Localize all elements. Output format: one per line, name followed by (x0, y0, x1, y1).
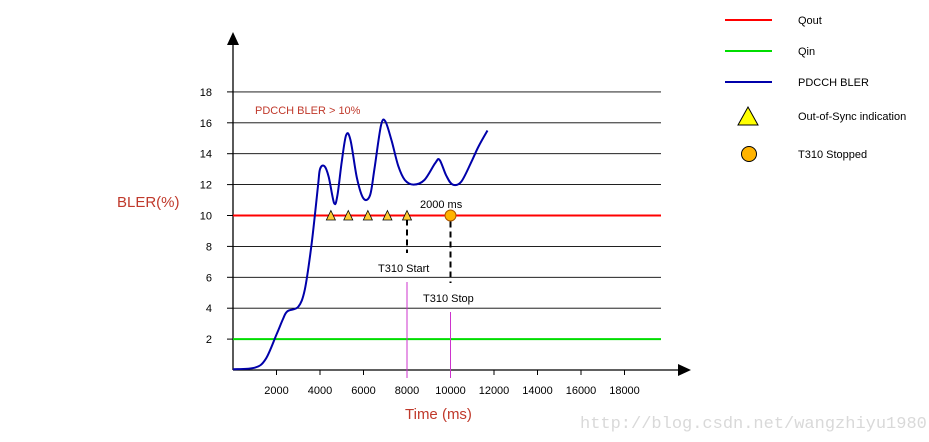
markers (325, 209, 457, 222)
x-tick-label-2000: 2000 (264, 385, 288, 397)
watermark: http://blog.csdn.net/wangzhiyu1980 (580, 415, 927, 434)
legend-label-qin: Qin (798, 46, 815, 58)
t310-stop-label: T310 Stop (423, 293, 474, 305)
y-tick-label-4: 4 (206, 303, 212, 315)
legend-label-out-of-sync-indication: Out-of-Sync indication (798, 111, 906, 123)
legend-label-t310-stopped: T310 Stopped (798, 149, 867, 161)
legend-label-pdcch-bler: PDCCH BLER (798, 77, 869, 89)
y-ticks: 2 4 6 8 10 12 14 16 18 (200, 87, 233, 346)
legend: Qout Qin PDCCH BLER Out-of-Sync indication T… (725, 15, 906, 162)
t310-stopped-marker-1 (444, 209, 457, 222)
y-tick-label-12: 12 (200, 180, 212, 192)
duration-annotation: 2000 ms (420, 199, 463, 211)
x-ticks: 2000 4000 6000 8000 10000 12000 14000 16000 1800… (264, 370, 640, 397)
y-tick-label-6: 6 (206, 272, 212, 284)
x-axis-title: Time (ms) (405, 406, 472, 423)
x-tick-label-8000: 8000 (395, 385, 419, 397)
y-tick-label-16: 16 (200, 118, 212, 130)
out-of-sync-marker-3 (362, 209, 373, 221)
bler-line-group (232, 118, 489, 371)
series-line-pdcch-bler (232, 118, 489, 371)
out-of-sync-marker-4 (382, 209, 393, 221)
y-tick-label-2: 2 (206, 334, 212, 346)
x-tick-label-10000: 10000 (435, 385, 466, 397)
x-tick-label-6000: 6000 (351, 385, 375, 397)
x-tick-label-16000: 16000 (566, 385, 597, 397)
y-axis-arrow (227, 32, 239, 45)
x-tick-label-4000: 4000 (308, 385, 332, 397)
y-tick-label-18: 18 (200, 87, 212, 99)
bler-threshold-annotation: PDCCH BLER > 10% (255, 105, 361, 117)
legend-swatch-t310-stopped (741, 146, 757, 162)
t310-lines (406, 219, 452, 378)
out-of-sync-marker-1 (325, 209, 337, 221)
axes (227, 32, 691, 376)
y-tick-label-14: 14 (200, 149, 212, 161)
y-tick-label-10: 10 (200, 211, 212, 223)
t310-start-label: T310 Start (378, 263, 429, 275)
out-of-sync-marker-5 (401, 209, 413, 221)
x-tick-label-12000: 12000 (479, 385, 510, 397)
y-axis-title: BLER(%) (117, 194, 180, 211)
out-of-sync-marker-2 (343, 209, 354, 221)
y-tick-label-8: 8 (206, 241, 212, 253)
legend-swatch-out-of-sync-indication (737, 105, 759, 126)
legend-label-qout: Qout (798, 15, 822, 27)
x-tick-label-14000: 14000 (522, 385, 553, 397)
x-tick-label-18000: 18000 (609, 385, 640, 397)
x-axis-arrow (678, 364, 691, 376)
